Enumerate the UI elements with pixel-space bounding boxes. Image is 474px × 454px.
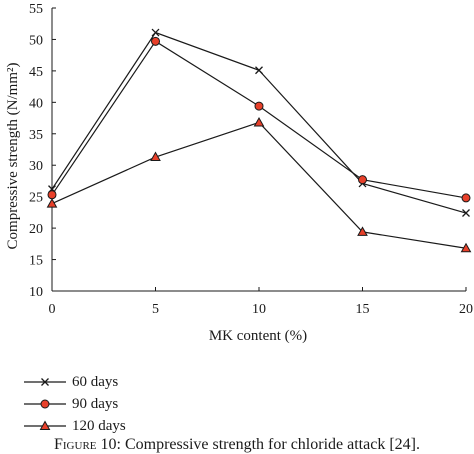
y-tick-label: 40 — [29, 96, 43, 111]
x-tick-label: 10 — [252, 302, 266, 317]
chart-axes — [51, 8, 466, 292]
y-tick-label: 25 — [29, 191, 43, 206]
data-point-circle-marker — [254, 101, 264, 111]
data-point-triangle-marker — [46, 198, 58, 208]
data-point-x-marker — [462, 209, 470, 217]
data-point-triangle-marker — [357, 226, 368, 236]
chart-legend: 60 days 90 days 120 days — [22, 372, 222, 438]
x-tick-label: 5 — [152, 302, 159, 317]
y-tick-label: 45 — [29, 65, 43, 80]
chart-series — [46, 28, 472, 253]
legend-triangle-marker-icon — [24, 420, 66, 430]
legend-circle-marker-icon — [24, 399, 66, 409]
series-line — [51, 121, 467, 249]
caption-text: Compressive strength for chloride attack… — [124, 436, 420, 453]
y-axis-ticks: 10 15 20 25 30 35 40 45 50 55 — [29, 2, 56, 300]
legend-item-60-days: 60 days — [22, 372, 222, 394]
y-axis-label: Compressive strength (N/mm²) — [5, 63, 21, 250]
series-90-days — [47, 36, 471, 203]
data-point-circle-marker — [47, 190, 57, 200]
legend-item-90-days: 90 days — [22, 394, 222, 416]
y-tick-label: 55 — [29, 2, 43, 17]
legend-label: 60 days — [72, 374, 119, 390]
x-tick-label: 0 — [49, 302, 56, 317]
y-tick-label: 15 — [29, 254, 43, 269]
data-point-circle-marker — [461, 193, 471, 203]
y-tick-label: 10 — [29, 285, 43, 300]
y-tick-label: 20 — [29, 222, 43, 237]
x-axis-label: MK content (%) — [209, 328, 307, 344]
legend-x-marker-icon — [24, 378, 66, 386]
x-tick-label: 20 — [459, 302, 473, 317]
line-chart: 10 15 20 25 30 35 40 45 50 55 0 5 10 15 20 MK content… — [5, 2, 473, 344]
series-120-days — [46, 116, 472, 253]
y-tick-label: 30 — [29, 159, 43, 174]
data-point-circle-marker — [151, 36, 160, 46]
data-point-x-marker — [255, 66, 263, 75]
y-tick-label: 35 — [29, 128, 43, 143]
y-tick-label: 50 — [29, 33, 43, 48]
data-point-triangle-marker — [150, 151, 161, 162]
data-point-triangle-marker — [253, 116, 265, 127]
figure-label: Figure 10: — [54, 436, 121, 453]
data-point-circle-marker — [358, 175, 367, 185]
legend-item-120-days: 120 days — [22, 416, 222, 438]
x-tick-label: 15 — [356, 302, 370, 317]
x-axis-ticks: 0 5 10 15 20 — [49, 287, 473, 317]
data-point-triangle-marker — [460, 242, 472, 253]
figure-caption: Figure 10: Compressive strength for chlo… — [0, 436, 474, 454]
data-point-x-marker — [151, 28, 160, 37]
legend-label: 90 days — [72, 396, 119, 412]
legend-label: 120 days — [72, 418, 126, 434]
